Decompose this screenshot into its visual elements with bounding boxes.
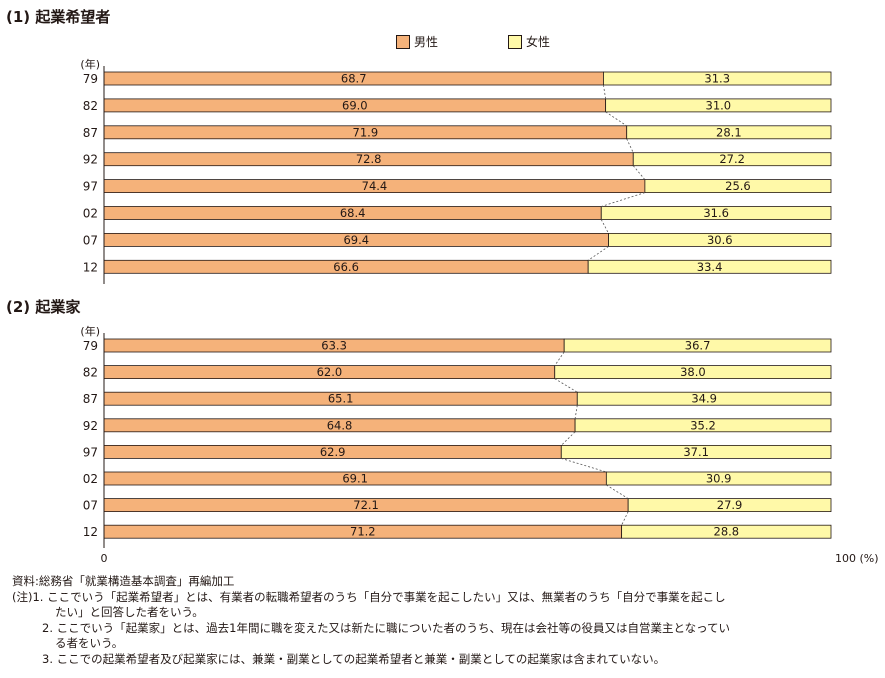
legend-female-label: 女性 [526, 35, 551, 49]
category-label: 02 [83, 472, 98, 486]
connector-line [632, 165, 646, 180]
category-label: 82 [83, 366, 98, 380]
year-unit-label: (年) [80, 57, 100, 71]
connector-line [605, 111, 627, 127]
bar-female [608, 232, 832, 247]
data-label-male: 72.8 [356, 152, 382, 166]
data-label-male: 72.1 [353, 498, 379, 512]
legend-male: 男性 [396, 33, 438, 50]
data-label-female: 35.2 [690, 418, 716, 432]
data-label-female: 28.8 [714, 525, 740, 539]
data-label-female: 31.3 [704, 72, 730, 86]
connector-line [626, 138, 634, 153]
connector-line [561, 458, 607, 473]
section2-title: (2) 起業家 [6, 298, 81, 316]
connector-line [621, 511, 629, 526]
bar-female [574, 418, 832, 433]
category-label: 02 [83, 207, 98, 221]
bar-female [587, 259, 832, 274]
category-label: 97 [83, 180, 98, 194]
data-label-female: 36.7 [685, 339, 711, 353]
connector-line [554, 351, 565, 366]
section1-title: (1) 起業希望者 [6, 8, 111, 26]
legend-male-swatch [396, 34, 410, 49]
bar-female [644, 179, 832, 194]
data-label-male: 64.8 [327, 418, 353, 432]
note-2b: る者をいう。 [55, 636, 124, 650]
data-label-male: 69.4 [343, 233, 369, 247]
connector-line [587, 246, 609, 261]
stacked-bar-chart: (年) 68.7 31.3 79 69.0 31.0 82 71.9 28.1 87 72.8 27.… [80, 57, 879, 565]
category-label: 97 [83, 445, 98, 459]
x-axis-max-label: 100 (%) [835, 552, 879, 565]
bar-female [576, 391, 832, 406]
data-label-female: 30.9 [706, 472, 732, 486]
data-label-female: 33.4 [697, 260, 723, 274]
bar-female [563, 338, 832, 353]
connector-line [601, 192, 646, 207]
category-label: 79 [83, 72, 98, 86]
connector-line [606, 484, 629, 499]
category-label: 79 [83, 339, 98, 353]
category-label: 12 [83, 260, 98, 274]
category-label: 92 [83, 153, 98, 167]
category-label: 07 [83, 233, 98, 247]
data-label-male: 68.7 [341, 72, 367, 86]
bar-female [627, 498, 832, 513]
bar-female [621, 524, 832, 539]
data-label-male: 71.2 [350, 525, 376, 539]
source-note: 資料:総務省「就業構造基本調査」再編加工 [12, 574, 235, 588]
bar-female [560, 444, 832, 459]
note-3: 3. ここでの起業希望者及び起業家には、兼業・副業としての起業希望者と兼業・副業… [42, 651, 666, 666]
note-2a: 2. ここでいう「起業家」とは、過去1年間に職を変えた又は新たに職についた者のう… [42, 620, 731, 635]
data-label-male: 63.3 [321, 339, 347, 353]
data-label-male: 69.0 [342, 98, 368, 112]
data-label-female: 25.6 [725, 179, 751, 193]
note-1b: たい」と回答した者をいう。 [55, 605, 204, 619]
category-label: 92 [83, 419, 98, 433]
data-label-male: 62.9 [320, 445, 346, 459]
note-1a: (注)1. ここでいう「起業希望者」とは、有業者の転職希望者のうち「自分で事業を… [12, 589, 726, 604]
data-label-male: 71.9 [353, 125, 379, 139]
bar-female [603, 71, 832, 86]
data-label-male: 65.1 [328, 392, 354, 406]
bar-female [632, 152, 832, 167]
data-label-male: 68.4 [340, 206, 366, 220]
data-label-male: 62.0 [317, 365, 343, 379]
connector-line [574, 405, 578, 419]
x-axis-min-label: 0 [101, 552, 108, 565]
data-label-female: 30.6 [707, 233, 733, 247]
category-label: 87 [83, 392, 98, 406]
notes: 資料:総務省「就業構造基本調査」再編加工 (注)1. ここでいう「起業希望者」と… [12, 574, 882, 667]
data-label-female: 28.1 [716, 125, 742, 139]
legend-female: 女性 [508, 33, 550, 50]
connector-line [600, 219, 609, 234]
connector-line [561, 431, 576, 446]
data-label-female: 27.9 [717, 498, 743, 512]
bar-female [554, 365, 832, 380]
legend-female-swatch [508, 34, 522, 49]
bar-female [626, 125, 832, 140]
data-label-female: 31.6 [703, 206, 729, 220]
year-unit-label: (年) [80, 324, 100, 338]
category-label: 12 [83, 525, 98, 539]
legend-male-label: 男性 [414, 35, 439, 49]
data-label-male: 69.1 [342, 472, 368, 486]
bar-female [605, 98, 832, 113]
category-label: 87 [83, 126, 98, 140]
data-label-male: 66.6 [333, 260, 359, 274]
connector-line [554, 378, 578, 393]
data-label-female: 37.1 [683, 445, 709, 459]
data-label-female: 31.0 [706, 98, 732, 112]
bar-female [600, 206, 832, 220]
data-label-male: 74.4 [362, 179, 388, 193]
data-label-female: 34.9 [691, 392, 717, 406]
data-label-female: 27.2 [719, 152, 745, 166]
category-label: 82 [83, 99, 98, 113]
connector-line [603, 84, 607, 99]
data-label-female: 38.0 [680, 365, 706, 379]
category-label: 07 [83, 499, 98, 513]
bar-female [605, 471, 832, 486]
